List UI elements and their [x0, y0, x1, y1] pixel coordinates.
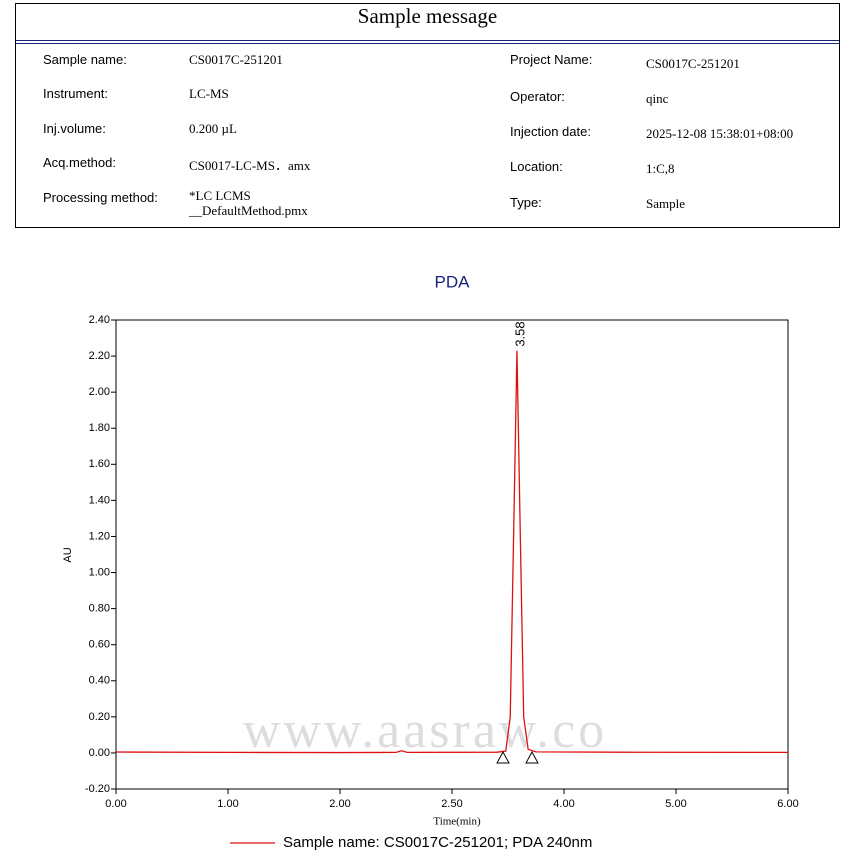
x-tick-label: 5.00 — [665, 798, 686, 810]
x-tick-label: 4.00 — [553, 798, 574, 810]
field-value: *LC LCMS — [189, 188, 251, 203]
field-label: Type: — [510, 195, 542, 210]
field-label: Injection date: — [510, 124, 591, 139]
y-tick-label: 0.20 — [89, 711, 110, 723]
y-tick-label: 0.40 — [89, 675, 110, 687]
field-label: Acq.method: — [43, 155, 116, 170]
x-axis-label: Time(min) — [433, 816, 481, 828]
legend-label: Sample name: CS0017C-251201; PDA 240nm — [283, 834, 592, 851]
field-value: __DefaultMethod.pmx — [189, 203, 308, 218]
sample-message: Sample message Sample name: CS0017C-25120… — [15, 3, 840, 228]
peak-label: 3.58 — [512, 321, 527, 346]
field-label: Instrument: — [43, 86, 109, 101]
field-value: CS0017C-251201 — [189, 52, 283, 67]
field-label: Project Name: — [510, 52, 593, 67]
field-label: Processing method: — [43, 190, 158, 205]
x-tick-label: 2.00 — [329, 798, 350, 810]
y-tick-label: 0.60 — [89, 639, 110, 651]
chart-title: PDA — [435, 272, 471, 291]
baseline-marker — [496, 750, 510, 764]
y-tick-label: -0.20 — [85, 783, 110, 795]
baseline-marker — [525, 750, 539, 764]
field-value: qinc — [646, 91, 669, 106]
field-label: Sample name: — [43, 52, 127, 67]
field-value: LC-MS — [189, 86, 229, 101]
field-value: CS0017C-251201 — [646, 56, 740, 71]
field-label: Inj.volume: — [43, 121, 106, 136]
y-tick-label: 0.80 — [89, 603, 110, 615]
field-value: 0.200 µL — [189, 121, 237, 136]
watermark: www.aasraw.co — [243, 702, 607, 759]
field-value: CS0017-LC-MS．amx — [189, 158, 311, 173]
y-tick-label: 2.40 — [89, 314, 110, 326]
y-tick-label: 1.20 — [89, 530, 110, 542]
x-tick-label: 6.00 — [777, 798, 798, 810]
field-label: Location: — [510, 159, 563, 174]
y-tick-label: 1.60 — [89, 458, 110, 470]
y-tick-label: 1.80 — [89, 422, 110, 434]
field-value: 1:C,8 — [646, 161, 675, 176]
series-line — [115, 350, 789, 754]
y-axis-label: AU — [62, 547, 74, 562]
field-value: Sample — [646, 196, 685, 211]
field-label: Operator: — [510, 89, 565, 104]
header-title: Sample message — [16, 4, 839, 44]
y-tick-label: 1.40 — [89, 494, 110, 506]
y-tick-label: 1.00 — [89, 566, 110, 578]
y-tick-label: 2.00 — [89, 386, 110, 398]
y-tick-label: 2.20 — [89, 350, 110, 362]
field-value: 2025-12-08 15:38:01+08:00 — [646, 126, 794, 141]
x-tick-label: 0.00 — [105, 798, 126, 810]
y-tick-label: 0.00 — [89, 747, 110, 759]
x-tick-label: 2.50 — [441, 798, 462, 810]
x-tick-label: 1.00 — [217, 798, 238, 810]
